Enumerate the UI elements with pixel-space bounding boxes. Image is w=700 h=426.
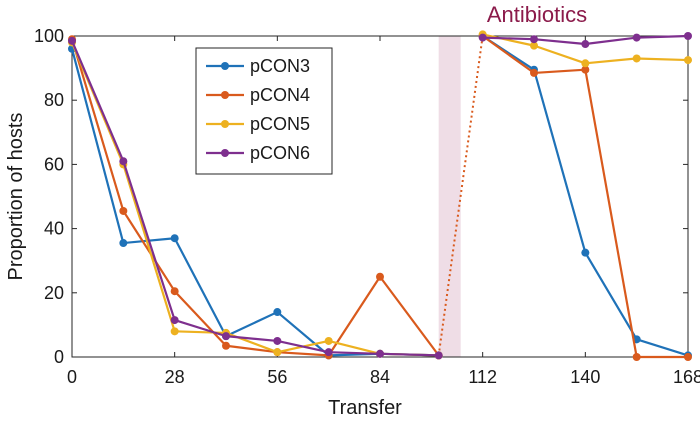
- series-pcon6: [68, 32, 692, 360]
- axes-layer: [71, 35, 689, 358]
- antibiotics-shaded-region-layer: [438, 36, 461, 357]
- legend-swatch-marker: [221, 91, 229, 99]
- data-point: [376, 272, 384, 281]
- y-tick-label: 60: [44, 154, 64, 174]
- data-point: [170, 327, 179, 336]
- data-point: [170, 316, 179, 325]
- series-line-pre-antibiotics: [70, 41, 439, 357]
- data-point: [324, 348, 333, 357]
- data-point: [119, 239, 128, 248]
- antibiotics-annotation: Antibiotics: [487, 2, 587, 27]
- series-line-post-antibiotics: [482, 35, 689, 357]
- data-point: [170, 234, 179, 243]
- y-tick-label: 20: [44, 283, 64, 303]
- legend-label: pCON5: [250, 114, 310, 134]
- data-point: [434, 351, 443, 360]
- data-point: [222, 332, 230, 341]
- legend-label: pCON3: [250, 56, 310, 76]
- series-line-pre-antibiotics: [70, 40, 439, 357]
- data-point: [324, 336, 333, 345]
- x-tick-label: 0: [67, 367, 77, 387]
- data-point: [170, 287, 179, 296]
- data-point: [632, 54, 641, 63]
- series-pcon3: [68, 32, 692, 360]
- data-point: [376, 349, 384, 358]
- series-dotted-connector: [437, 35, 484, 356]
- legend-label: pCON6: [250, 143, 310, 163]
- data-point: [684, 32, 692, 40]
- series-line-pre-antibiotics: [70, 38, 440, 357]
- data-point: [632, 33, 641, 42]
- data-point: [478, 33, 487, 42]
- series-pcon4: [68, 32, 692, 361]
- series-layer: [68, 30, 692, 361]
- data-point: [273, 336, 282, 345]
- data-point: [273, 348, 282, 357]
- x-tick-label: 140: [570, 367, 600, 387]
- series-line-post-antibiotics: [482, 35, 688, 359]
- data-point: [581, 65, 590, 74]
- y-tick-label: 80: [44, 90, 64, 110]
- x-tick-label: 28: [165, 367, 185, 387]
- text-layer: 0 28 56 84 112 140 168 0 20 40 60 80 100 Transfer Prop…: [5, 2, 700, 419]
- x-tick-label: 168: [673, 367, 700, 387]
- x-tick-label: 56: [267, 367, 287, 387]
- legend-label: pCON4: [250, 85, 310, 105]
- data-point: [581, 59, 590, 68]
- x-axis-label: Transfer: [328, 397, 402, 419]
- data-point: [632, 353, 641, 361]
- data-point: [273, 308, 282, 317]
- y-axis-label: Proportion of hosts: [5, 113, 27, 281]
- legend-swatch-marker: [221, 120, 229, 128]
- data-point: [581, 248, 590, 257]
- data-point: [530, 35, 538, 44]
- data-point: [684, 353, 692, 361]
- data-point: [530, 68, 538, 77]
- y-tick-label: 40: [44, 219, 64, 239]
- legend-swatch-marker: [221, 149, 229, 157]
- data-point: [222, 341, 230, 350]
- data-point: [530, 41, 538, 50]
- data-point: [68, 36, 76, 45]
- data-point: [684, 56, 692, 65]
- data-point: [119, 206, 128, 215]
- plot-frame: [71, 35, 689, 358]
- x-tick-label: 112: [468, 367, 497, 387]
- y-tick-label: 0: [54, 347, 64, 367]
- antibiotics-shaded-region: [438, 36, 461, 357]
- data-point: [581, 40, 590, 49]
- legend: pCON3 pCON4 pCON5 pCON6: [195, 47, 333, 175]
- x-tick-label: 84: [370, 367, 390, 387]
- series-pcon5: [68, 30, 692, 360]
- data-point: [119, 157, 128, 166]
- y-tick-label: 100: [34, 26, 64, 46]
- legend-swatch-marker: [221, 62, 229, 70]
